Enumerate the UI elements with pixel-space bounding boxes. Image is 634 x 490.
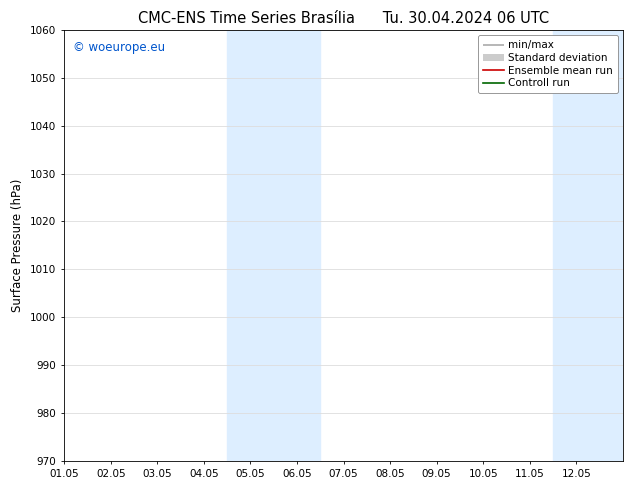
Y-axis label: Surface Pressure (hPa): Surface Pressure (hPa) xyxy=(11,179,24,312)
Legend: min/max, Standard deviation, Ensemble mean run, Controll run: min/max, Standard deviation, Ensemble me… xyxy=(477,35,618,94)
Bar xyxy=(227,30,320,461)
Text: © woeurope.eu: © woeurope.eu xyxy=(73,41,165,54)
Bar xyxy=(553,30,634,461)
Title: CMC-ENS Time Series Brasília      Tu. 30.04.2024 06 UTC: CMC-ENS Time Series Brasília Tu. 30.04.2… xyxy=(138,11,549,26)
